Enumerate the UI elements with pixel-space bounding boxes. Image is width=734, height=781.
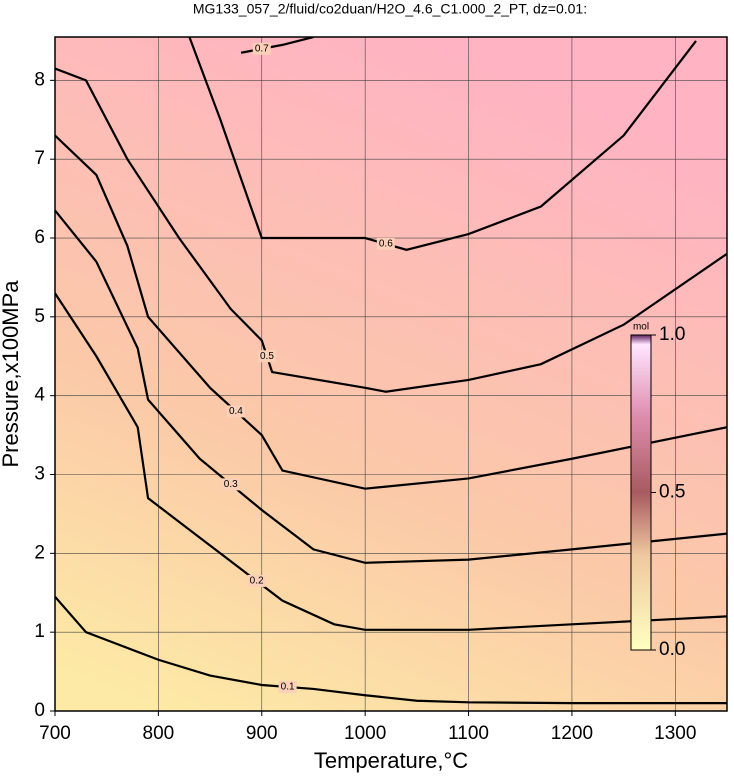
contour-label: 0.4 [229,406,243,417]
colorbar-tick-label: 1.0 [659,324,685,345]
y-tick-label: 1 [34,621,45,642]
y-tick-label: 6 [34,227,45,248]
contour-line [188,37,697,251]
colorbar-tick-label: 0.5 [659,482,685,503]
contour-label-bg [221,478,240,491]
contour-label: 0.5 [260,351,274,362]
x-tick-label: 1300 [654,723,696,744]
x-tick-label: 900 [246,723,278,744]
grid [55,37,727,711]
contour-label-bg [247,574,266,587]
x-tick-label: 800 [143,723,175,744]
y-tick-label: 8 [34,69,45,90]
contour-label: 0.3 [224,479,238,490]
contour-label: 0.6 [379,239,393,250]
x-tick-label: 700 [39,723,71,744]
contour-label: 0.1 [281,682,295,693]
contour-line [55,134,727,490]
x-tick-label: 1200 [551,723,593,744]
colorbar-tick-label: 0.0 [659,639,685,660]
contours: 0.1 0.2 0.3 0.4 0.5 0.6 0.7 [55,37,727,705]
y-tick-label: 4 [34,385,45,406]
plot-background [55,37,727,711]
y-tick-label: 2 [34,542,45,563]
y-tick-label: 3 [34,464,45,485]
colorbar [630,334,652,651]
x-tick-label: 1000 [344,723,386,744]
contour-label: 0.2 [250,576,264,587]
colorbar-label: mol [633,322,649,333]
y-tick-label: 0 [34,700,45,721]
y-tick-label: 5 [34,306,45,327]
chart-title: MG133_057_2/fluid/co2duan/H2O_4.6_C1.000… [193,1,587,17]
contour-label-bg [226,405,245,418]
y-axis-label: Pressure,x100MPa [0,280,23,468]
contour-line [55,67,727,393]
y-tick-label: 7 [34,148,45,169]
contour-label: 0.7 [255,43,269,54]
contour-label-bg [376,237,395,250]
contour-label-bg [252,42,271,55]
contour-label-bg [257,350,276,363]
x-axis-label: Temperature,°C [314,748,468,773]
contour-line [55,209,727,564]
plot-frame [54,36,728,712]
x-tick-label: 1100 [448,723,489,744]
contour-label-bg [278,680,297,693]
